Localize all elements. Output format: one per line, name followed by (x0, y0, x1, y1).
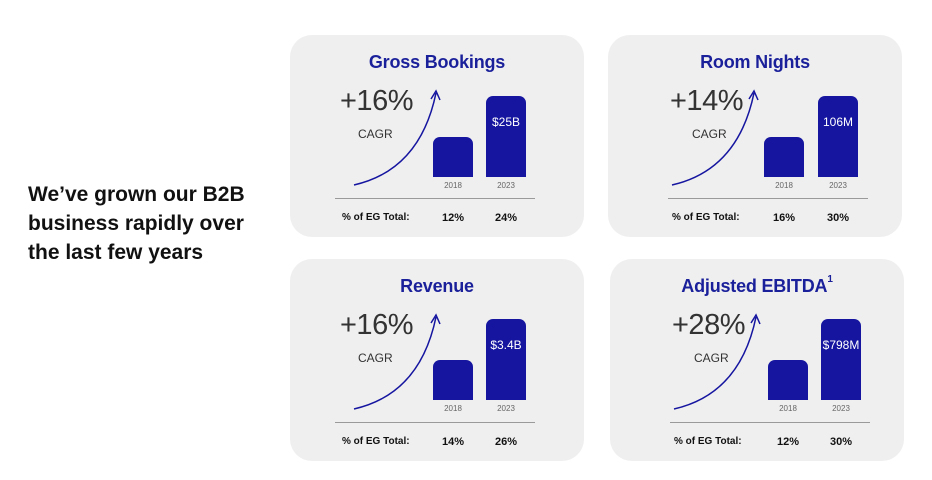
headline: We’ve grown our B2B business rapidly ove… (28, 183, 245, 264)
divider (668, 198, 868, 199)
bar-value-2023: $3.4B (490, 338, 522, 352)
growth-arrow-icon (671, 89, 759, 186)
divider (335, 422, 535, 423)
year-label: 2018 (775, 181, 793, 190)
share-value-2018: 12% (776, 436, 800, 448)
card-room-nights: Room Nights +14% CAGR 106M 2018 2023 % o… (608, 35, 902, 237)
bar-2018 (433, 137, 473, 177)
share-value-2023: 30% (826, 212, 850, 224)
year-label: 2023 (832, 404, 850, 413)
share-value-2018: 12% (441, 212, 465, 224)
bar-2023: $3.4B (486, 319, 526, 400)
bar-2023: $25B (486, 96, 526, 177)
growth-arrow-icon (673, 313, 761, 410)
bar-2018 (433, 360, 473, 400)
year-label: 2023 (829, 181, 847, 190)
year-label: 2018 (444, 181, 462, 190)
card-adjusted-ebitda: Adjusted EBITDA1 +28% CAGR $798M 2018 20… (610, 259, 904, 461)
year-label: 2023 (497, 404, 515, 413)
bar-2018 (768, 360, 808, 400)
card-title: Revenue (400, 276, 474, 296)
bar-value-2023: $798M (822, 338, 860, 352)
bar-2023: 106M (818, 96, 858, 177)
cagr-value: +28% (672, 309, 745, 341)
cagr-value: +16% (340, 85, 413, 117)
divider (335, 198, 535, 199)
year-label: 2018 (444, 404, 462, 413)
bar-2018 (764, 137, 804, 177)
divider (670, 422, 870, 423)
cagr-label: CAGR (358, 127, 393, 141)
cagr-value: +16% (340, 309, 413, 341)
card-title: Adjusted EBITDA1 (681, 274, 833, 296)
share-value-2023: 30% (829, 436, 853, 448)
card-gross-bookings: Gross Bookings +16% CAGR $25B 2018 2023 … (290, 35, 584, 237)
share-value-2018: 14% (441, 436, 465, 448)
bar-value-2023: $25B (491, 115, 521, 129)
card-title: Gross Bookings (368, 52, 506, 72)
share-label: % of EG Total: (342, 436, 410, 447)
bar-2023: $798M (821, 319, 861, 400)
bar-value-2023: 106M (822, 115, 854, 129)
cagr-label: CAGR (694, 351, 729, 365)
growth-arrow-icon (353, 313, 441, 410)
share-value-2023: 24% (494, 212, 518, 224)
card-title: Room Nights (700, 52, 810, 72)
card-revenue: Revenue +16% CAGR $3.4B 2018 2023 % of E… (290, 259, 584, 461)
share-value-2018: 16% (772, 212, 796, 224)
share-label: % of EG Total: (674, 436, 742, 447)
share-label: % of EG Total: (672, 212, 740, 223)
cagr-value: +14% (670, 85, 743, 117)
share-value-2023: 26% (494, 436, 518, 448)
growth-arrow-icon (353, 89, 441, 186)
cagr-label: CAGR (358, 351, 393, 365)
share-label: % of EG Total: (342, 212, 410, 223)
year-label: 2023 (497, 181, 515, 190)
cagr-label: CAGR (692, 127, 727, 141)
year-label: 2018 (779, 404, 797, 413)
